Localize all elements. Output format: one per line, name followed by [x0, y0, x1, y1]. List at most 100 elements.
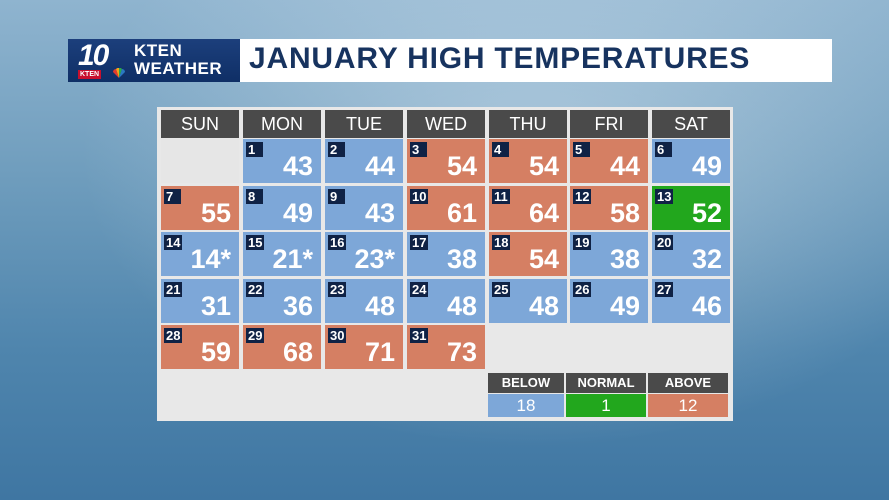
day-cell: 11 64 — [489, 186, 567, 230]
summary-label-normal: NORMAL — [566, 373, 646, 393]
high-temperature: 36 — [282, 291, 313, 321]
day-number: 9 — [328, 189, 345, 204]
day-cell: 4 54 — [489, 139, 567, 183]
day-cell: 21 31 — [161, 279, 239, 323]
high-temperature: 38 — [446, 244, 477, 274]
day-number: 31 — [410, 328, 429, 343]
station-logo: 10 KTEN KTEN WEATHER — [68, 39, 240, 82]
high-temperature: 49 — [282, 198, 313, 228]
day-number: 29 — [246, 328, 265, 343]
day-number: 17 — [410, 235, 429, 250]
day-cell: 8 49 — [243, 186, 321, 230]
high-temperature: 48 — [364, 291, 395, 321]
day-number: 13 — [655, 189, 674, 204]
day-number: 2 — [328, 142, 345, 157]
day-number: 15 — [246, 235, 265, 250]
high-temperature: 54 — [528, 244, 559, 274]
day-header-sat: SAT — [652, 110, 730, 138]
day-cell: 10 61 — [407, 186, 485, 230]
day-number: 19 — [573, 235, 592, 250]
day-cell: 28 59 — [161, 325, 239, 369]
high-temperature: 43 — [364, 198, 395, 228]
day-header-fri: FRI — [570, 110, 648, 138]
day-cell: 12 58 — [570, 186, 648, 230]
high-temperature: 49 — [609, 291, 640, 321]
high-temperature: 54 — [528, 151, 559, 181]
high-temperature: 64 — [528, 198, 559, 228]
day-cell: 25 48 — [489, 279, 567, 323]
day-header-tue: TUE — [325, 110, 403, 138]
summary-label-above: ABOVE — [648, 373, 728, 393]
high-temperature: 71 — [364, 337, 395, 367]
high-temperature: 49 — [691, 151, 722, 181]
day-cell: 27 46 — [652, 279, 730, 323]
day-number: 11 — [492, 189, 510, 204]
day-cell: 9 43 — [325, 186, 403, 230]
day-cell: 18 54 — [489, 232, 567, 276]
high-temperature: 48 — [528, 291, 559, 321]
high-temperature: 44 — [609, 151, 640, 181]
day-cell: 13 52 — [652, 186, 730, 230]
day-number: 6 — [655, 142, 672, 157]
day-cell: 5 44 — [570, 139, 648, 183]
day-number: 7 — [164, 189, 181, 204]
day-cell: 22 36 — [243, 279, 321, 323]
high-temperature: 43 — [282, 151, 313, 181]
day-number: 12 — [573, 189, 592, 204]
day-number: 8 — [246, 189, 263, 204]
day-cell: 1 43 — [243, 139, 321, 183]
high-temperature: 55 — [200, 198, 231, 228]
day-number: 22 — [246, 282, 265, 297]
day-cell: 7 55 — [161, 186, 239, 230]
day-header-sun: SUN — [161, 110, 239, 138]
logo-badge: 10 KTEN — [74, 39, 132, 80]
high-temperature: 58 — [609, 198, 640, 228]
day-header-wed: WED — [407, 110, 485, 138]
high-temperature: 68 — [282, 337, 313, 367]
page-title: JANUARY HIGH TEMPERATURES — [249, 42, 751, 75]
high-temperature: 54 — [446, 151, 477, 181]
day-number: 10 — [410, 189, 429, 204]
high-temperature: 14* — [190, 244, 231, 274]
high-temperature: 31 — [200, 291, 231, 321]
day-number: 23 — [328, 282, 347, 297]
summary-count-above: 12 — [648, 394, 728, 417]
brand-weather: WEATHER — [134, 59, 223, 78]
day-number: 27 — [655, 282, 674, 297]
day-number: 20 — [655, 235, 674, 250]
day-number: 26 — [573, 282, 592, 297]
summary-count-normal: 1 — [566, 394, 646, 417]
day-cell: 20 32 — [652, 232, 730, 276]
high-temperature: 48 — [446, 291, 477, 321]
high-temperature: 46 — [691, 291, 722, 321]
day-cell: 31 73 — [407, 325, 485, 369]
day-header-thu: THU — [489, 110, 567, 138]
high-temperature: 21* — [272, 244, 313, 274]
day-cell: 14 14* — [161, 232, 239, 276]
day-cell: 2 44 — [325, 139, 403, 183]
day-cell: 3 54 — [407, 139, 485, 183]
day-number: 1 — [246, 142, 263, 157]
high-temperature: 23* — [354, 244, 395, 274]
summary-count-below: 18 — [488, 394, 564, 417]
day-number: 16 — [328, 235, 347, 250]
day-cell: 23 48 — [325, 279, 403, 323]
day-number: 5 — [573, 142, 590, 157]
logo-callsign: KTEN — [78, 70, 102, 79]
day-number: 24 — [410, 282, 429, 297]
day-number: 18 — [492, 235, 511, 250]
peacock-icon — [113, 68, 125, 78]
day-number: 21 — [164, 282, 183, 297]
day-number: 4 — [492, 142, 509, 157]
day-number: 30 — [328, 328, 347, 343]
calendar-grid: SUN MON TUE WED THU FRI SAT 1 43 2 44 3 54 4 54 5 44 6 49 7… — [157, 107, 733, 421]
day-cell: 24 48 — [407, 279, 485, 323]
day-cell: 19 38 — [570, 232, 648, 276]
logo-number: 10 — [78, 39, 109, 72]
day-cell: 15 21* — [243, 232, 321, 276]
day-cell: 26 49 — [570, 279, 648, 323]
day-cell: 30 71 — [325, 325, 403, 369]
high-temperature: 44 — [364, 151, 395, 181]
day-cell: 16 23* — [325, 232, 403, 276]
empty-cell — [161, 139, 239, 183]
